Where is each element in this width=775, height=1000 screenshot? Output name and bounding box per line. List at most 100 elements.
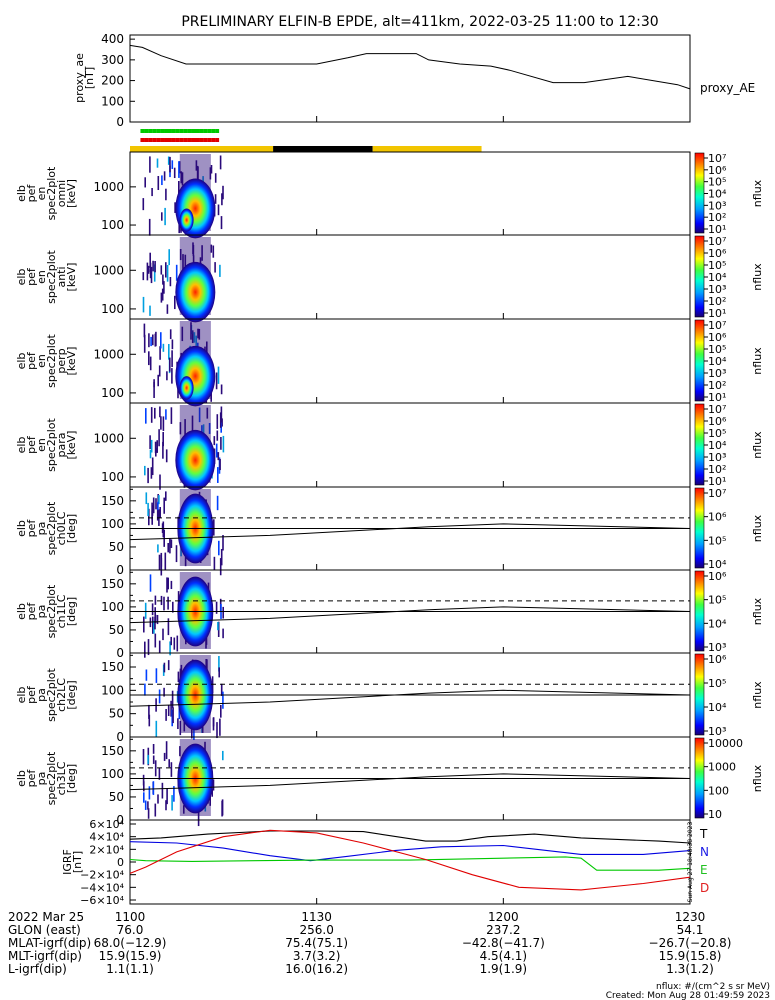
speckle-mark	[168, 344, 170, 360]
colorbar-tick-label: 10¹	[708, 307, 726, 320]
flux-core	[175, 429, 216, 491]
speckle-mark	[197, 328, 199, 339]
colorbar-tick-label: 10³	[708, 725, 726, 738]
ylabel-line: pa	[35, 605, 48, 619]
speckle-mark	[169, 641, 171, 656]
ylabel-line: IGRF	[61, 849, 74, 875]
speckle-mark	[143, 792, 145, 803]
ylabel-line: [deg]	[65, 514, 78, 543]
science-flag-green	[175, 129, 180, 133]
speckle-mark	[191, 330, 194, 344]
speckle-mark	[150, 439, 153, 453]
colorbar-tick-label: 10⁵	[708, 534, 726, 547]
proxy-ae-line	[129, 44, 691, 90]
speckle-mark	[154, 607, 156, 618]
speckle-mark	[221, 418, 223, 427]
speckle-mark	[220, 216, 223, 230]
speckle-mark	[170, 407, 173, 424]
ephemeris-value: 76.0	[117, 923, 144, 937]
speckle-mark	[154, 261, 156, 273]
flux-core-secondary	[179, 208, 194, 232]
speckle-mark	[204, 741, 206, 756]
speckle-mark	[215, 443, 218, 458]
speckle-mark	[149, 305, 151, 316]
speckle-mark	[159, 474, 161, 490]
ylabel-line: perp	[55, 348, 68, 373]
ylabel-line: [keV]	[65, 179, 78, 208]
speckle-mark	[165, 262, 167, 278]
science-flag-green	[144, 129, 149, 133]
speckle-mark	[220, 549, 223, 566]
science-flag-green	[156, 129, 161, 133]
speckle-mark	[178, 703, 181, 720]
ylabel-line: pef	[25, 519, 38, 538]
speckle-mark	[214, 194, 217, 204]
colorbar-tick-label: 10⁷	[708, 152, 726, 165]
speckle-mark	[180, 543, 182, 557]
ytick-label: 1000	[93, 431, 124, 445]
speckle-mark	[152, 755, 155, 764]
proxy-ae-legend: proxy_AE	[700, 81, 755, 95]
speckle-mark	[167, 156, 170, 165]
speckle-mark	[163, 752, 166, 761]
ytick-label: 0	[117, 856, 124, 869]
colorbar-tick-label: 10⁵	[708, 259, 726, 272]
loss-cone-line	[129, 773, 691, 791]
colorbar-tick-label: 10⁷	[708, 487, 726, 500]
speckle-mark	[191, 721, 193, 739]
speckle-mark	[157, 374, 159, 387]
ytick-label: 50	[109, 623, 124, 637]
time-axis-date: 2022 Mar 25	[8, 910, 84, 924]
ytick-label: 100	[101, 517, 124, 531]
colorbar-tick-label: 10³	[708, 199, 726, 212]
speckle-mark	[158, 640, 161, 654]
colorbar-label: nflux	[751, 681, 764, 709]
time-axis-tick-label: 1230	[675, 910, 706, 924]
speckle-mark	[219, 718, 221, 736]
speckle-mark	[179, 422, 182, 435]
speckle-mark	[152, 781, 155, 795]
orbit-segment-sunlit	[372, 146, 482, 152]
ephemeris-row-label: MLAT-igrf(dip)	[8, 936, 91, 950]
speckle-mark	[164, 207, 166, 226]
loss-cone-line	[129, 689, 691, 707]
colorbar-tick-label: 10²	[708, 295, 726, 308]
speckle-mark	[169, 329, 172, 340]
colorbar-label: nflux	[751, 764, 764, 792]
speckle-mark	[197, 166, 199, 180]
ylabel-line: pef	[25, 602, 38, 621]
ephemeris-row-label: L-igrf(dip)	[8, 962, 67, 976]
speckle-mark	[183, 805, 185, 814]
speckle-mark	[166, 371, 168, 381]
igrf-series-E	[129, 856, 691, 871]
colorbar-label: nflux	[751, 263, 764, 291]
speckle-mark	[160, 416, 162, 430]
ylabel-line: spec2plot	[45, 501, 58, 555]
speckle-mark	[166, 304, 169, 314]
speckle-mark	[169, 357, 171, 372]
colorbar-tick-label: 10⁴	[708, 271, 727, 284]
footer-units: nflux: #/(cm^2 s sr MeV)	[656, 982, 770, 992]
speckle-mark	[148, 786, 151, 800]
igrf-legend-N: N	[700, 845, 709, 859]
ylabel-line: pef	[25, 351, 38, 370]
ylabel-line: ch1LC	[55, 594, 68, 628]
science-flag-red	[148, 138, 153, 142]
speckle-mark	[144, 602, 147, 619]
jet-colorbar-icon	[694, 152, 705, 234]
speckle-mark	[158, 767, 161, 780]
speckle-mark	[142, 296, 145, 313]
ephemeris-value: 256.0	[299, 923, 333, 937]
speckle-mark	[149, 356, 152, 371]
speckle-mark	[166, 788, 168, 805]
ytick-label: 400	[101, 32, 124, 46]
science-flag-red	[207, 138, 212, 142]
speckle-mark	[177, 718, 179, 730]
speckle-mark	[150, 467, 153, 479]
ephemeris-value: 1.1(1.1)	[106, 962, 154, 976]
colorbar-tick-label: 10⁴	[708, 439, 727, 452]
speckle-mark	[165, 449, 168, 463]
speckle-mark	[201, 724, 204, 733]
speckle-mark	[142, 272, 145, 281]
